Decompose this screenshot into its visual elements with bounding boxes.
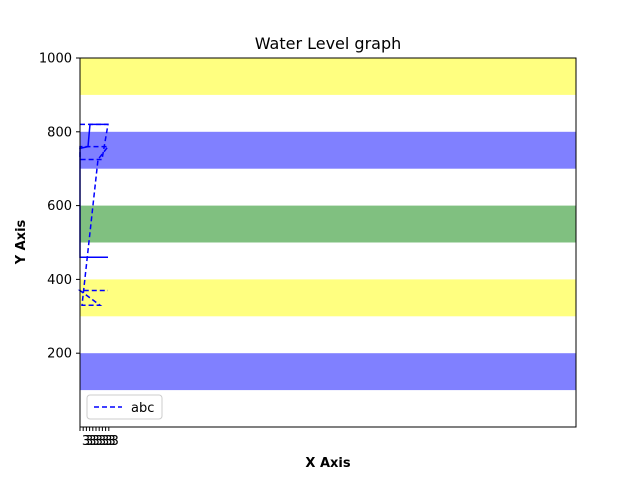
plot-frame — [79, 57, 577, 428]
chart-title: Water Level graph — [255, 34, 402, 53]
y-tick-label-1: 400 — [47, 273, 72, 288]
y-axis-ticks: 200 400 600 800 1000 — [39, 52, 80, 362]
x-tick-label-2: 3 — [88, 434, 96, 449]
x-tick-label-0: 3 — [82, 434, 90, 449]
x-axis-label: X Axis — [305, 456, 350, 471]
series-line-1 — [79, 123, 108, 259]
legend-label: abc — [131, 401, 154, 416]
band-3 — [80, 279, 576, 317]
band-4 — [80, 353, 576, 391]
y-axis-label: Y Axis — [14, 219, 29, 265]
x-tick-label-8: 3 — [107, 434, 115, 449]
y-tick-label-4: 1000 — [39, 52, 72, 67]
y-tick-label-2: 600 — [47, 199, 72, 214]
x-tick-label-7: 3 — [104, 434, 112, 449]
band-1 — [80, 131, 576, 169]
color-bands — [80, 58, 576, 391]
x-tick-label-1: 3 — [85, 434, 93, 449]
y-tick-label-3: 800 — [47, 125, 72, 140]
legend-box — [86, 394, 163, 420]
legend: abc — [86, 394, 163, 420]
x-tick-label-3: 3 — [91, 434, 99, 449]
x-tick-label-4: 3 — [95, 434, 103, 449]
x-tick-label-5: 3 — [98, 434, 106, 449]
series-line-0 — [77, 123, 110, 306]
band-0 — [80, 58, 576, 95]
x-tick-label-6: 3 — [101, 434, 109, 449]
y-tick-label-0: 200 — [47, 347, 72, 362]
x-tick-label-9: 3 — [111, 434, 119, 449]
series-lines — [77, 123, 110, 306]
band-2 — [80, 205, 576, 243]
